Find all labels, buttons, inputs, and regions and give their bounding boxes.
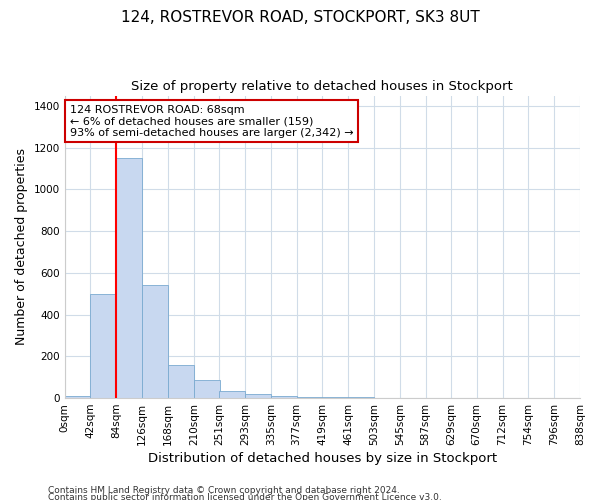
Bar: [245, 394, 271, 398]
Bar: [219, 391, 245, 398]
Bar: [194, 380, 220, 398]
Bar: [168, 364, 194, 398]
Title: Size of property relative to detached houses in Stockport: Size of property relative to detached ho…: [131, 80, 513, 93]
Bar: [142, 286, 168, 398]
Bar: [65, 396, 91, 398]
Text: 124 ROSTREVOR ROAD: 68sqm
← 6% of detached houses are smaller (159)
93% of semi-: 124 ROSTREVOR ROAD: 68sqm ← 6% of detach…: [70, 104, 353, 138]
X-axis label: Distribution of detached houses by size in Stockport: Distribution of detached houses by size …: [148, 452, 497, 465]
Text: 124, ROSTREVOR ROAD, STOCKPORT, SK3 8UT: 124, ROSTREVOR ROAD, STOCKPORT, SK3 8UT: [121, 10, 479, 25]
Bar: [91, 294, 116, 398]
Bar: [296, 397, 322, 398]
Y-axis label: Number of detached properties: Number of detached properties: [15, 148, 28, 346]
Text: Contains HM Land Registry data © Crown copyright and database right 2024.: Contains HM Land Registry data © Crown c…: [48, 486, 400, 495]
Bar: [271, 396, 296, 398]
Bar: [322, 397, 348, 398]
Bar: [116, 158, 142, 398]
Text: Contains public sector information licensed under the Open Government Licence v3: Contains public sector information licen…: [48, 494, 442, 500]
